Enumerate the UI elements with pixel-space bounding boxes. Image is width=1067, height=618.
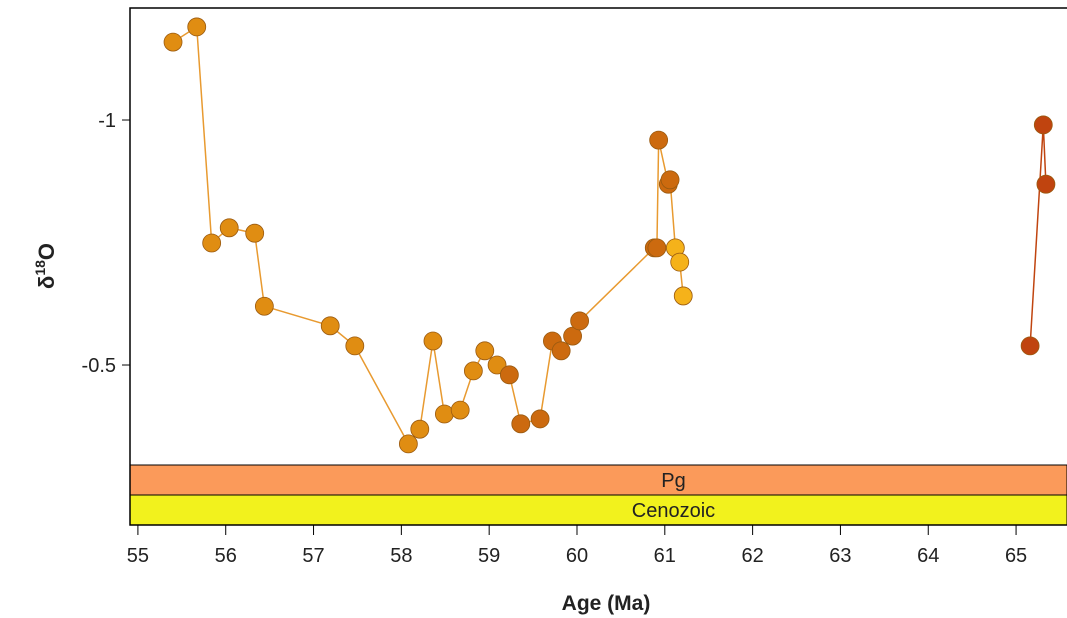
data-point xyxy=(649,130,669,150)
time-band xyxy=(129,464,1067,496)
x-tick-label: 62 xyxy=(741,545,763,567)
x-tick-label: 64 xyxy=(917,545,939,567)
data-point xyxy=(434,404,454,424)
data-point xyxy=(475,341,495,361)
data-point xyxy=(1020,336,1040,356)
data-point xyxy=(450,400,470,420)
data-point xyxy=(345,336,365,356)
data-point xyxy=(163,32,183,52)
data-point xyxy=(647,238,667,258)
data-point xyxy=(487,355,507,375)
data-point xyxy=(320,316,340,336)
band-label: Pg xyxy=(661,470,685,492)
band-label: Cenozoic xyxy=(632,500,715,522)
x-axis-label: Age (Ma) xyxy=(562,592,651,615)
time-band xyxy=(129,494,1067,526)
x-tick-label: 60 xyxy=(566,545,588,567)
data-point xyxy=(570,311,590,331)
data-point xyxy=(673,286,693,306)
data-point xyxy=(551,341,571,361)
x-tick-label: 63 xyxy=(829,545,851,567)
y-axis-label: δ18O xyxy=(32,243,59,289)
x-tick-label: 61 xyxy=(654,545,676,567)
data-point xyxy=(423,331,443,351)
data-point xyxy=(1036,174,1056,194)
data-point xyxy=(202,233,222,253)
data-point xyxy=(670,252,690,272)
y-tick-label: -1 xyxy=(98,110,116,132)
data-point xyxy=(219,218,239,238)
y-label-sup: 18 xyxy=(32,260,48,276)
x-tick-label: 59 xyxy=(478,545,500,567)
series-line xyxy=(1029,124,1047,346)
data-point xyxy=(530,409,550,429)
x-tick-label: 65 xyxy=(1005,545,1027,567)
y-label-base: δ xyxy=(34,276,59,289)
data-point xyxy=(410,419,430,439)
x-tick-label: 57 xyxy=(302,545,324,567)
data-point xyxy=(660,170,680,190)
x-tick-label: 55 xyxy=(127,545,149,567)
y-label-tail: O xyxy=(34,243,59,260)
data-point xyxy=(245,223,265,243)
data-point xyxy=(254,296,274,316)
x-tick-label: 56 xyxy=(215,545,237,567)
plot-frame xyxy=(129,7,1067,526)
data-point xyxy=(187,17,207,37)
data-point xyxy=(398,434,418,454)
data-point xyxy=(499,365,519,385)
data-point xyxy=(511,414,531,434)
y-tick-label: -0.5 xyxy=(82,355,116,377)
x-tick-label: 58 xyxy=(390,545,412,567)
data-point xyxy=(463,361,483,381)
data-point xyxy=(1033,115,1053,135)
